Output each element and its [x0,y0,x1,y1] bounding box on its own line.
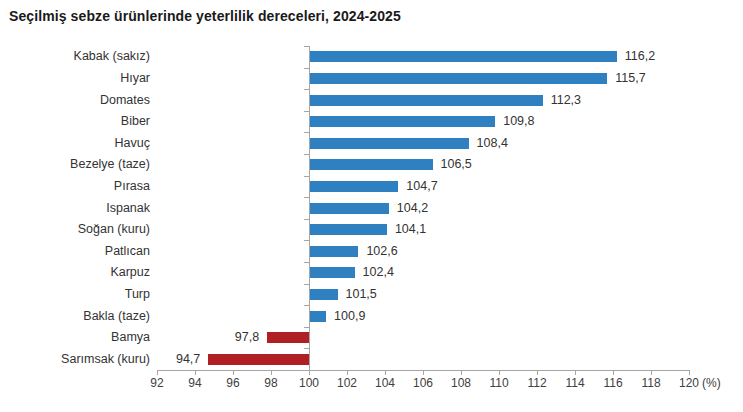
y-axis-tick [304,327,309,328]
x-axis-tick [195,371,196,375]
x-axis-tick-label: 94 [178,376,212,390]
x-axis-tick-label: 114 [558,376,592,390]
category-label: Ispanak [0,201,150,216]
x-axis-tick-label: 98 [254,376,288,390]
category-label: Bakla (taze) [0,309,150,324]
x-axis-tick-label: 92 [140,376,174,390]
chart-page: Seçilmiş sebze ürünlerinde yeterlilik de… [0,0,743,412]
bar-blue [309,73,607,84]
y-axis-tick [304,219,309,220]
bar-red [267,332,309,343]
x-axis-tick [613,371,614,375]
bar-blue [309,159,433,170]
category-label: Karpuz [0,265,150,280]
x-axis-tick-label: 120 [672,376,706,390]
bar-blue [309,51,617,62]
value-label: 101,5 [346,288,408,301]
bar-blue [309,116,495,127]
x-axis-tick [499,371,500,375]
category-label: Hıyar [0,71,150,86]
value-label: 102,6 [366,245,428,258]
x-axis-tick [157,371,158,375]
x-axis-tick [537,371,538,375]
y-axis-tick [304,132,309,133]
x-axis-tick [271,371,272,375]
value-label: 97,8 [197,331,259,344]
x-axis-tick-label: 110 [482,376,516,390]
y-axis-line [309,46,310,370]
x-axis-tick-label: 118 [634,376,668,390]
x-axis-tick [309,371,310,375]
chart-title: Seçilmiş sebze ürünlerinde yeterlilik de… [9,8,401,24]
y-axis-tick [304,284,309,285]
value-label: 104,1 [395,223,457,236]
bar-blue [309,203,389,214]
category-label: Turp [0,287,150,302]
y-axis-tick [304,46,309,47]
x-axis-tick-label: 100 [292,376,326,390]
x-axis-tick-label: 104 [368,376,402,390]
category-label: Domates [0,93,150,108]
x-axis-tick-label: 116 [596,376,630,390]
category-label: Bezelye (taze) [0,157,150,172]
category-label: Sarımsak (kuru) [0,352,150,367]
category-label: Biber [0,114,150,129]
x-axis-tick-label: 106 [406,376,440,390]
y-axis-tick [304,89,309,90]
value-label: 108,4 [477,137,539,150]
x-axis-tick-label: 112 [520,376,554,390]
y-axis-tick [304,111,309,112]
value-label: 100,9 [334,310,396,323]
bar-blue [309,289,338,300]
y-axis-tick [304,154,309,155]
bar-blue [309,95,543,106]
value-label: 102,4 [363,266,425,279]
x-axis-unit-label: (%) [702,376,721,390]
value-label: 104,7 [406,180,468,193]
bar-blue [309,224,387,235]
y-axis-tick [304,348,309,349]
category-label: Kabak (sakız) [0,49,150,64]
x-axis-tick [423,371,424,375]
x-axis-tick-label: 96 [216,376,250,390]
value-label: 115,7 [615,72,677,85]
x-axis-tick [689,371,690,375]
y-axis-tick [304,197,309,198]
x-axis-tick [385,371,386,375]
x-axis-tick [461,371,462,375]
value-label: 94,7 [138,353,200,366]
x-axis-tick-label: 108 [444,376,478,390]
x-axis-tick [233,371,234,375]
x-axis-tick [651,371,652,375]
y-axis-tick [304,176,309,177]
y-axis-tick [304,68,309,69]
category-label: Bamya [0,330,150,345]
category-label: Havuç [0,136,150,151]
value-label: 112,3 [551,94,613,107]
value-label: 116,2 [625,50,687,63]
x-axis-tick [347,371,348,375]
bar-blue [309,138,469,149]
bar-blue [309,246,358,257]
x-axis-tick-label: 102 [330,376,364,390]
y-axis-tick [304,240,309,241]
category-label: Pırasa [0,179,150,194]
bar-red [208,354,309,365]
category-label: Soğan (kuru) [0,222,150,237]
y-axis-tick [304,262,309,263]
bar-blue [309,311,326,322]
bar-blue [309,181,398,192]
value-label: 106,5 [441,158,503,171]
y-axis-tick [304,305,309,306]
x-axis-tick [575,371,576,375]
bar-blue [309,267,355,278]
category-label: Patlıcan [0,244,150,259]
value-label: 104,2 [397,202,459,215]
value-label: 109,8 [503,115,565,128]
